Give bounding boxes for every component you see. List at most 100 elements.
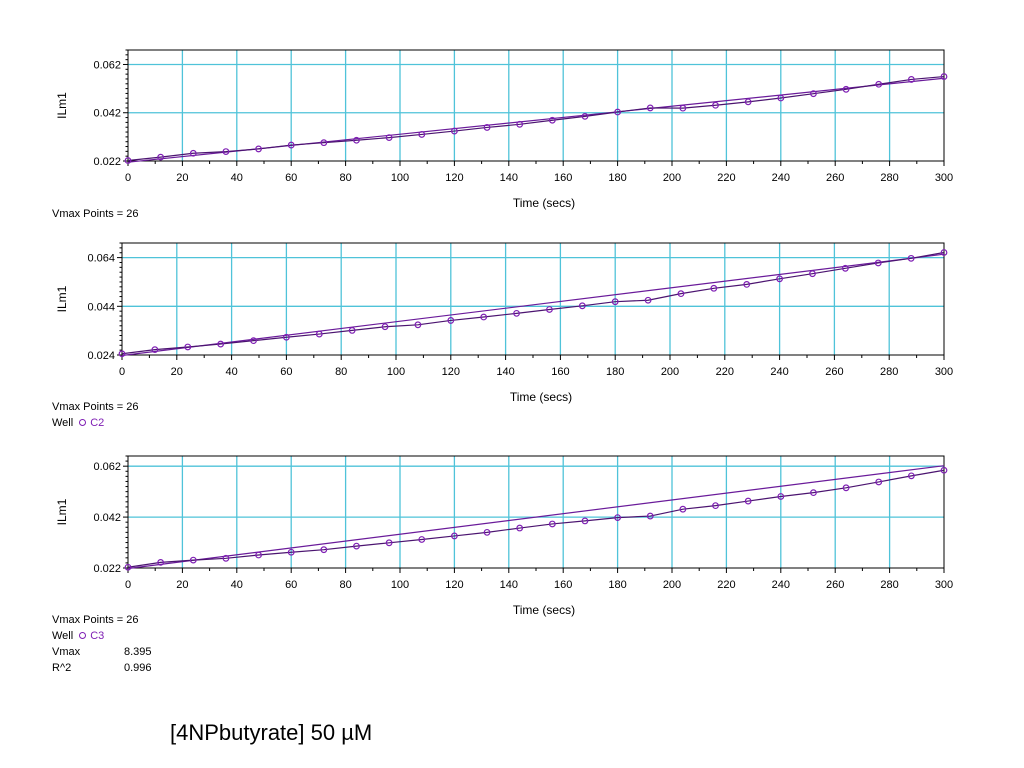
info-key: Vmax Points <box>52 614 114 626</box>
x-tick-label: 120 <box>445 579 463 591</box>
x-tick-label: 60 <box>280 366 292 378</box>
x-tick-label: 80 <box>339 172 351 184</box>
x-tick-label: 300 <box>935 579 953 591</box>
data-point <box>744 497 752 505</box>
figure-caption: [4NPbutyrate] 50 µM <box>170 720 373 745</box>
data-point <box>875 80 883 88</box>
x-tick-label: 240 <box>772 172 790 184</box>
data-point <box>874 259 882 267</box>
data-point <box>447 317 455 324</box>
data-point <box>710 284 718 292</box>
data-point <box>189 149 197 157</box>
x-tick-label: 180 <box>608 172 626 184</box>
data-point <box>776 275 783 283</box>
x-tick-label: 140 <box>500 579 518 591</box>
data-point <box>217 340 225 348</box>
data-point <box>842 484 850 492</box>
x-tick-label: 60 <box>285 172 297 184</box>
info-key: Well <box>52 417 74 429</box>
data-point <box>611 298 619 306</box>
x-tick-label: 160 <box>554 172 572 184</box>
info-value: 0.996 <box>124 662 152 674</box>
data-point <box>184 343 192 351</box>
data-point <box>744 98 752 106</box>
data-point <box>353 542 360 550</box>
x-tick-label: 180 <box>608 579 626 591</box>
data-point <box>940 249 948 256</box>
info-row: Vmax Points = 26 <box>52 399 139 415</box>
x-tick-label: 240 <box>772 579 790 591</box>
data-point <box>809 270 816 278</box>
info-row: Well C2 <box>52 415 139 431</box>
x-tick-label: 120 <box>442 366 460 378</box>
data-point <box>385 539 393 547</box>
x-tick-label: 180 <box>606 366 624 378</box>
x-tick-label: 160 <box>554 579 572 591</box>
x-tick-label: 220 <box>717 172 735 184</box>
data-point <box>516 120 524 128</box>
data-point <box>940 466 948 474</box>
x-tick-label: 240 <box>770 366 788 378</box>
x-tick-label: 100 <box>391 172 409 184</box>
info-value: = 26 <box>113 401 139 413</box>
x-tick-label: 220 <box>717 579 735 591</box>
info-key: Vmax <box>52 646 81 658</box>
data-point <box>907 254 915 262</box>
data-point <box>841 264 849 272</box>
data-point <box>777 94 785 102</box>
series-line <box>127 75 945 162</box>
data-point <box>189 556 197 564</box>
data-point <box>414 321 422 329</box>
chart-info-1: Vmax Points = 26 <box>52 206 139 222</box>
x-axis-label: Time (secs) <box>513 196 575 210</box>
data-point <box>644 296 652 304</box>
data-point <box>677 290 685 298</box>
data-point <box>614 108 621 116</box>
x-tick-label: 280 <box>880 172 898 184</box>
data-point <box>320 546 328 554</box>
plot-frame <box>121 242 945 356</box>
chart-panel-2: 0 20 40 60 80 100 120 140 160 180 200 220 240 260 280 3… <box>55 242 953 404</box>
data-point <box>513 309 520 317</box>
x-tick-label: 0 <box>125 172 131 184</box>
data-point <box>124 157 132 164</box>
chart-info-3: Vmax Points = 26 Well C3 Vmax 8.395 R^2 0.996 <box>52 612 152 676</box>
info-row: Vmax Points = 26 <box>52 206 139 222</box>
data-point <box>940 73 948 80</box>
y-tick-label: 0.062 <box>93 59 121 71</box>
chart-panel-3: 0 20 40 60 80 100 120 140 160 180 200 220 240 260 280 3… <box>55 455 953 617</box>
x-tick-label: 300 <box>935 366 953 378</box>
y-tick-label: 0.044 <box>87 301 115 313</box>
info-value: C2 <box>90 417 105 429</box>
series-line <box>127 469 945 568</box>
data-point <box>483 528 491 536</box>
data-point <box>381 323 389 331</box>
info-row: Vmax 8.395 <box>52 644 152 660</box>
x-tick-label: 0 <box>125 579 131 591</box>
x-tick-label: 200 <box>661 366 679 378</box>
x-tick-label: 100 <box>387 366 405 378</box>
x-tick-label: 200 <box>663 172 681 184</box>
data-point <box>581 112 589 120</box>
data-point <box>255 145 262 153</box>
data-point <box>124 563 132 571</box>
x-tick-label: 260 <box>826 172 844 184</box>
data-point <box>578 302 586 310</box>
data-point <box>287 141 295 149</box>
x-tick-label: 20 <box>171 366 183 378</box>
y-tick-label: 0.062 <box>93 461 121 473</box>
info-row: R^2 0.996 <box>52 660 152 676</box>
data-point <box>451 532 458 540</box>
x-tick-label: 80 <box>335 366 347 378</box>
data-point <box>353 136 360 144</box>
info-key: Vmax Points <box>52 208 114 220</box>
data-point <box>679 104 687 112</box>
x-tick-label: 300 <box>935 172 953 184</box>
data-point <box>712 101 719 109</box>
y-tick-label: 0.022 <box>93 563 121 575</box>
y-tick-label: 0.042 <box>93 512 121 524</box>
well-marker-icon <box>79 418 87 426</box>
data-point <box>222 148 230 155</box>
data-point <box>483 124 491 131</box>
